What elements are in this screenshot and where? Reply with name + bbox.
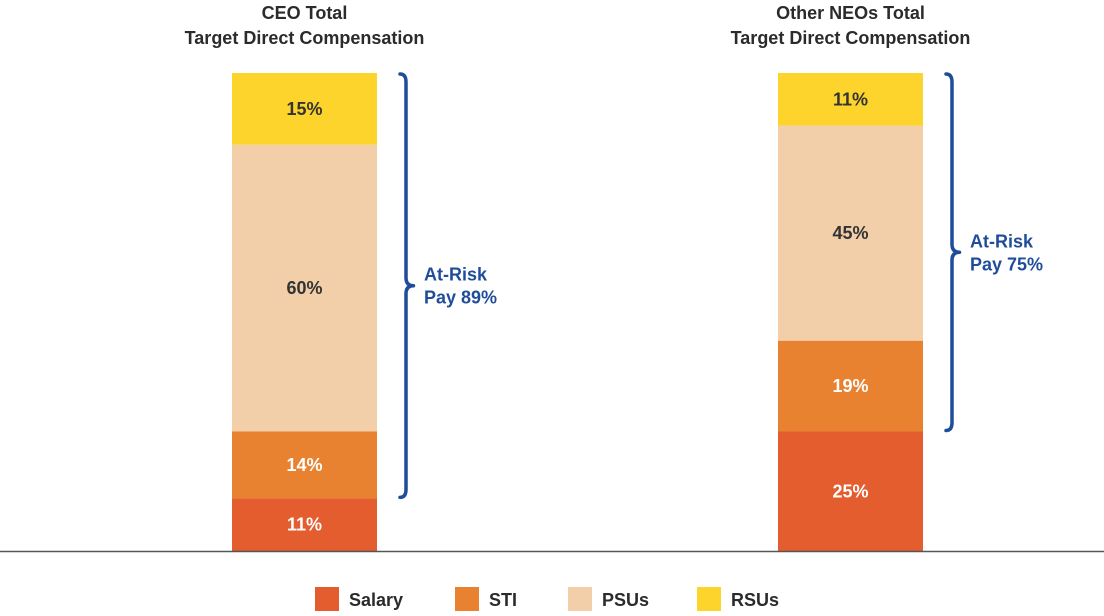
bar-1-segment-rsus <box>778 73 923 126</box>
legend-swatch-sti <box>455 587 479 611</box>
bar-1-sti-value-label: 19% <box>832 376 868 396</box>
bar-0-segment-salary <box>232 498 377 551</box>
bar-1-segment-sti <box>778 340 923 432</box>
bar-1-at-risk-brace <box>944 72 962 433</box>
legend-label-salary: Salary <box>349 590 403 610</box>
chart-title-0-line2: Target Direct Compensation <box>185 28 425 48</box>
legend-label-rsus: RSUs <box>731 590 779 610</box>
bar-1-at-risk-label-line1: At-Risk <box>970 231 1034 251</box>
bar-0-segment-rsus <box>232 73 377 145</box>
bar-1-psus-value-label: 45% <box>832 223 868 243</box>
chart-title-1-line1: Other NEOs Total <box>776 3 925 23</box>
bar-1-segment-salary <box>778 431 923 551</box>
bar-1-salary-value-label: 25% <box>832 481 868 501</box>
legend-label-psus: PSUs <box>602 590 649 610</box>
bar-1-rsus-value-label: 11% <box>833 89 868 109</box>
bar-0-segment-sti <box>232 431 377 499</box>
bar-0-at-risk-brace <box>398 72 416 500</box>
legend-swatch-rsus <box>697 587 721 611</box>
bar-0-sti-value-label: 14% <box>286 455 322 475</box>
bar-0-at-risk-label-line2: Pay 89% <box>424 288 497 308</box>
bar-1-at-risk-label-line2: Pay 75% <box>970 254 1043 274</box>
bar-0-rsus-value-label: 15% <box>286 99 322 119</box>
bar-1-segment-psus <box>778 125 923 341</box>
bar-0-psus-value-label: 60% <box>286 278 322 298</box>
bar-0-segment-psus <box>232 144 377 432</box>
bar-0-at-risk-label-line1: At-Risk <box>424 265 488 285</box>
legend-swatch-salary <box>315 587 339 611</box>
chart-title-1-line2: Target Direct Compensation <box>731 28 971 48</box>
legend-label-sti: STI <box>489 590 517 610</box>
legend-swatch-psus <box>568 587 592 611</box>
chart-title-0-line1: CEO Total <box>262 3 348 23</box>
bar-0-salary-value-label: 11% <box>287 515 322 535</box>
